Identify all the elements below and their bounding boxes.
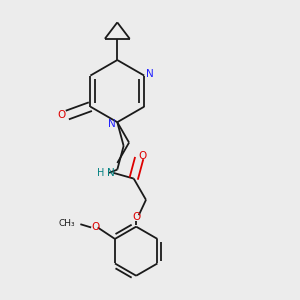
Text: O: O xyxy=(132,212,140,222)
Text: H: H xyxy=(97,168,104,178)
Text: O: O xyxy=(57,110,65,120)
Text: N: N xyxy=(146,69,154,79)
Text: CH₃: CH₃ xyxy=(59,219,75,228)
Text: O: O xyxy=(138,151,147,161)
Text: N: N xyxy=(107,119,115,129)
Text: N: N xyxy=(107,168,115,178)
Text: O: O xyxy=(91,223,99,232)
